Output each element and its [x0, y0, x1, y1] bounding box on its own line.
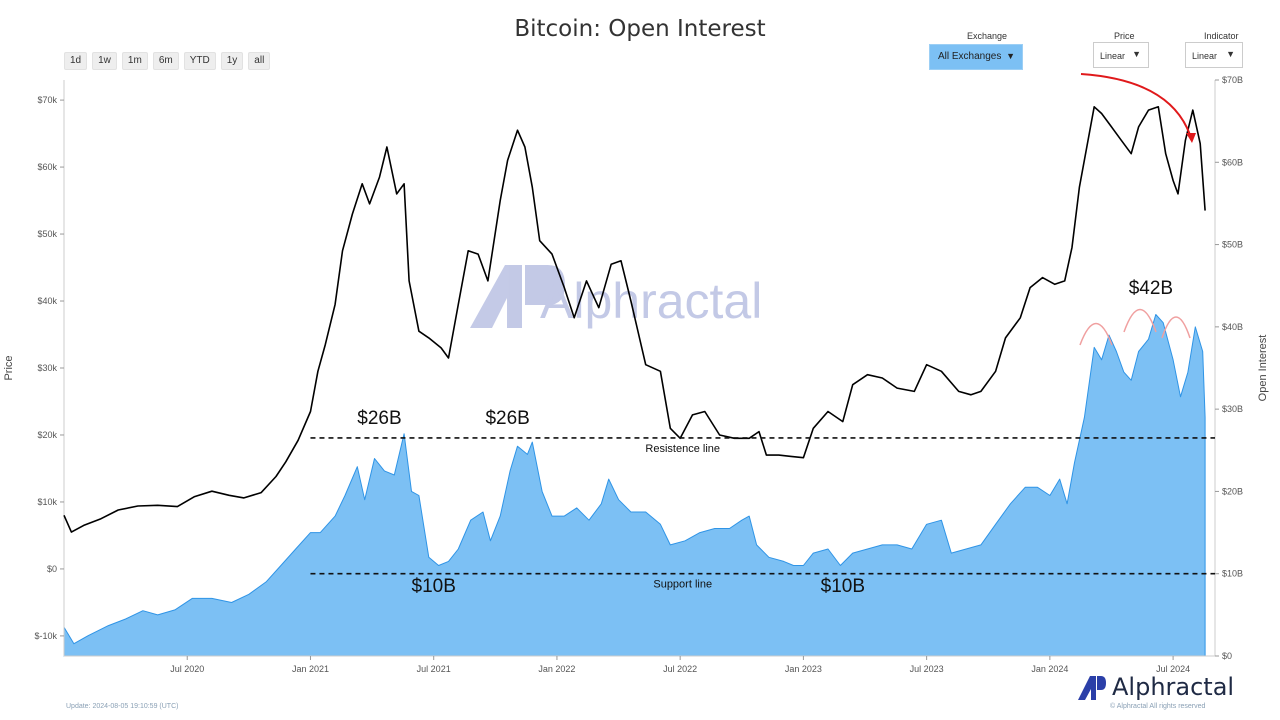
- value-annotation: $26B: [485, 408, 529, 429]
- alphractal-logo-icon: [1078, 676, 1106, 700]
- value-annotation: $26B: [357, 408, 401, 429]
- chart-title: Bitcoin: Open Interest: [514, 16, 766, 42]
- price-tick-label: $10k: [37, 497, 57, 507]
- indicator-scale-label: Indicator: [1204, 31, 1239, 41]
- arrowhead-icon: [1186, 133, 1196, 143]
- range-ytd-button[interactable]: YTD: [183, 52, 216, 70]
- x-tick-label: Jan 2024: [1031, 664, 1068, 674]
- watermark-logo-icon: [470, 265, 565, 328]
- value-annotation: $42B: [1129, 278, 1173, 299]
- price-tick-label: $40k: [37, 296, 57, 306]
- oi-peak-arc-2: [1123, 309, 1157, 333]
- range-selector: 1d 1w 1m 6m YTD 1y all: [64, 52, 271, 70]
- range-1m-button[interactable]: 1m: [121, 52, 148, 70]
- indicator-scale-value: Linear: [1192, 51, 1218, 61]
- range-1w-button[interactable]: 1w: [92, 52, 117, 70]
- price-tick-label: $70k: [37, 95, 57, 105]
- x-tick-label: Jul 2020: [170, 664, 204, 674]
- range-1y-button[interactable]: 1y: [220, 52, 244, 70]
- x-tick-label: Jul 2021: [417, 664, 451, 674]
- value-annotation: $10B: [412, 576, 456, 597]
- resistance-line-label: Resistence line: [645, 443, 720, 455]
- x-tick-label: Jan 2021: [292, 664, 329, 674]
- price-scale-label: Price: [1114, 31, 1135, 41]
- x-tick-label: Jul 2023: [910, 664, 944, 674]
- exchange-label: Exchange: [967, 31, 1008, 41]
- update-timestamp: Update: 2024-08-05 19:10:59 (UTC): [66, 703, 179, 710]
- oi-tick-label: $20B: [1222, 486, 1243, 496]
- oi-peak-arc-3: [1161, 316, 1191, 339]
- chevron-down-icon: ▼: [1132, 49, 1141, 59]
- chevron-down-icon: ▼: [1006, 51, 1015, 61]
- exchange-select[interactable]: All Exchanges ▼: [929, 44, 1023, 70]
- x-tick-label: Jul 2024: [1156, 664, 1190, 674]
- open-interest-area: [63, 314, 1206, 657]
- downtrend-arrow: [1080, 73, 1191, 136]
- support-line-label: Support line: [653, 579, 712, 591]
- brand-name: Alphractal: [1112, 673, 1235, 701]
- price-tick-label: $0: [47, 564, 57, 574]
- oi-tick-label: $40B: [1222, 322, 1243, 332]
- price-scale-select[interactable]: Linear ▼: [1093, 42, 1149, 68]
- range-1d-button[interactable]: 1d: [64, 52, 88, 70]
- price-scale-value: Linear: [1100, 51, 1126, 61]
- x-tick-label: Jan 2022: [538, 664, 575, 674]
- price-tick-label: $30k: [37, 363, 57, 373]
- oi-tick-label: $0: [1222, 651, 1232, 661]
- x-tick-label: Jul 2022: [663, 664, 697, 674]
- indicator-scale-select[interactable]: Linear ▼: [1185, 42, 1243, 68]
- oi-tick-label: $60B: [1222, 157, 1243, 167]
- price-tick-label: $-10k: [34, 631, 57, 641]
- x-tick-label: Jan 2023: [785, 664, 822, 674]
- brand-logo[interactable]: Alphractal: [1076, 672, 1234, 702]
- watermark: Alphractal: [470, 265, 762, 329]
- y-axis-title: Price: [3, 355, 15, 380]
- price-tick-label: $60k: [37, 162, 57, 172]
- oi-tick-label: $10B: [1222, 569, 1243, 579]
- y2-axis-title: Open Interest: [1257, 335, 1269, 402]
- copyright: © Alphractal All rights reserved: [1110, 703, 1206, 710]
- price-tick-label: $20k: [37, 430, 57, 440]
- range-all-button[interactable]: all: [248, 52, 271, 70]
- oi-tick-label: $30B: [1222, 404, 1243, 414]
- oi-peak-arc-1: [1079, 323, 1113, 346]
- watermark-text: Alphractal: [540, 273, 762, 329]
- value-annotation: $10B: [821, 576, 865, 597]
- range-6m-button[interactable]: 6m: [152, 52, 179, 70]
- oi-tick-label: $70B: [1222, 75, 1243, 85]
- exchange-select-value: All Exchanges: [938, 51, 1002, 62]
- oi-tick-label: $50B: [1222, 240, 1243, 250]
- chevron-down-icon: ▼: [1226, 49, 1235, 59]
- price-line: [63, 106, 1206, 533]
- price-tick-label: $50k: [37, 229, 57, 239]
